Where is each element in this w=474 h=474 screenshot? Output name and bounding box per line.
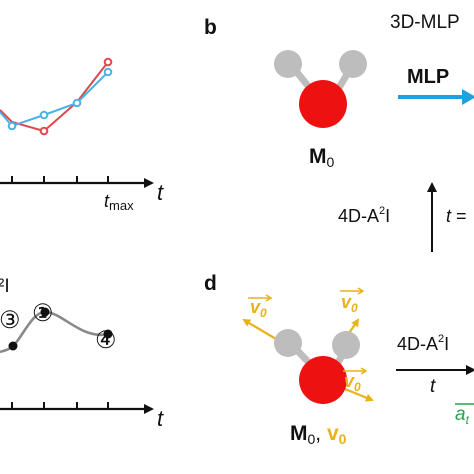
bottom-left-partial-label: ²I xyxy=(0,276,10,297)
marker-4: ④ xyxy=(95,327,117,354)
hydrogen-atom-left xyxy=(274,50,302,78)
panel-b-letter: b xyxy=(204,16,217,39)
red-point-1 xyxy=(39,126,49,136)
svg-text:v0: v0 xyxy=(344,371,361,394)
oxygen-atom xyxy=(299,80,347,128)
bottom-left-curve xyxy=(0,310,109,354)
molecule-m0-bottom xyxy=(274,329,360,404)
tmax-label: tmax xyxy=(104,191,134,213)
curve-point-3 xyxy=(8,341,18,351)
svg-text:v0: v0 xyxy=(341,292,358,315)
molecule-m0-top xyxy=(274,50,367,128)
blue-point-2 xyxy=(39,110,49,120)
velocity-label-left: v0 xyxy=(248,294,273,320)
velocity-arrow-oxygen xyxy=(339,385,374,402)
panel-d-arrow-t: t xyxy=(430,376,436,397)
bottom-left-t-label: t xyxy=(157,406,164,431)
curve-point-4 xyxy=(103,329,113,339)
accel-label: at xyxy=(455,403,474,427)
vertical-arrow-label: 4D-A2I xyxy=(338,205,390,226)
panel-d-molecule-label: M0, v0 xyxy=(290,422,347,447)
velocity-arrow-left xyxy=(242,318,277,340)
hydrogen-atom-right xyxy=(339,50,367,78)
marker-1: ① xyxy=(32,300,54,327)
red-point-2 xyxy=(103,57,113,67)
panel-bottom-left: ²I ③ ① ④ t xyxy=(0,276,164,431)
blue-point-3 xyxy=(72,98,82,108)
red-series-line xyxy=(0,61,109,133)
panel-d: d v0 v0 v0 M0, v0 xyxy=(204,272,474,447)
oxygen-atom-d xyxy=(299,356,347,404)
svg-text:v0: v0 xyxy=(250,297,267,320)
mlp-arrow-label: MLP xyxy=(407,66,449,88)
panel-d-letter: d xyxy=(204,272,217,295)
hydrogen-atom-right-d xyxy=(332,331,360,359)
velocity-label-oxygen: v0 xyxy=(343,367,368,394)
panel-b-molecule-label: M0 xyxy=(309,145,335,170)
top-left-t-label: t xyxy=(157,180,164,205)
panel-b: b 3D-MLP M0 MLP 4D-A2I t = xyxy=(204,12,474,252)
panel-d-arrow-label: 4D-A2I xyxy=(397,333,449,354)
velocity-label-right: v0 xyxy=(340,287,365,315)
panel-b-header: 3D-MLP xyxy=(390,12,460,33)
mlp-arrow-head xyxy=(462,89,474,105)
vertical-arrow-t-label: t = xyxy=(446,206,467,226)
panel-top-left: tmax t xyxy=(0,57,164,213)
blue-point-4 xyxy=(103,67,113,77)
hydrogen-atom-left-d xyxy=(274,329,302,357)
marker-3: ③ xyxy=(0,307,21,334)
curve-point-1 xyxy=(40,307,50,317)
blue-point-1 xyxy=(7,121,17,131)
blue-series-line xyxy=(0,71,109,128)
svg-text:at: at xyxy=(455,404,470,427)
